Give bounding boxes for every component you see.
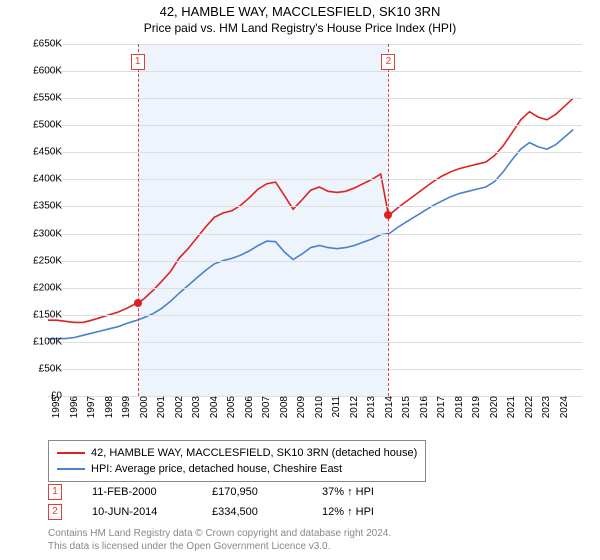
transaction-date: 10-JUN-2014: [92, 506, 182, 518]
gridline: [48, 125, 582, 126]
series-line-property: [48, 98, 573, 322]
x-axis-label: 2002: [174, 396, 185, 426]
y-axis-label: £300K: [33, 228, 62, 239]
x-axis-label: 2005: [226, 396, 237, 426]
footer-line-1: Contains HM Land Registry data © Crown c…: [48, 528, 391, 541]
gridline: [48, 369, 582, 370]
footer-attribution: Contains HM Land Registry data © Crown c…: [48, 528, 391, 553]
transaction-index-1: 1: [48, 484, 62, 500]
transaction-price: £170,950: [212, 486, 292, 498]
legend-swatch-hpi: [57, 468, 85, 470]
y-axis-label: £200K: [33, 282, 62, 293]
transaction-table: 1 11-FEB-2000 £170,950 37% ↑ HPI 2 10-JU…: [48, 482, 412, 522]
y-axis-label: £400K: [33, 174, 62, 185]
x-axis-label: 2000: [139, 396, 150, 426]
chart-legend: 42, HAMBLE WAY, MACCLESFIELD, SK10 3RN (…: [48, 440, 426, 482]
transaction-delta: 37% ↑ HPI: [322, 486, 412, 498]
y-axis-label: £50K: [39, 363, 62, 374]
legend-swatch-property: [57, 452, 85, 454]
x-axis-label: 2006: [244, 396, 255, 426]
y-axis-label: £150K: [33, 309, 62, 320]
chart-subtitle: Price paid vs. HM Land Registry's House …: [0, 21, 600, 35]
x-axis-label: 2024: [559, 396, 570, 426]
x-axis-label: 1997: [86, 396, 97, 426]
x-axis-label: 1996: [69, 396, 80, 426]
transaction-price: £334,500: [212, 506, 292, 518]
transaction-row: 1 11-FEB-2000 £170,950 37% ↑ HPI: [48, 482, 412, 502]
chart-lines: [48, 44, 582, 396]
footer-line-2: This data is licensed under the Open Gov…: [48, 541, 391, 554]
y-axis-label: £500K: [33, 120, 62, 131]
x-axis-label: 2011: [331, 396, 342, 426]
y-axis-label: £650K: [33, 39, 62, 50]
gridline: [48, 152, 582, 153]
x-axis-label: 2009: [296, 396, 307, 426]
x-axis-label: 2007: [261, 396, 272, 426]
transaction-delta: 12% ↑ HPI: [322, 506, 412, 518]
chart-plot-area: [48, 44, 582, 396]
gridline: [48, 288, 582, 289]
y-axis-label: £450K: [33, 147, 62, 158]
transaction-row: 2 10-JUN-2014 £334,500 12% ↑ HPI: [48, 502, 412, 522]
gridline: [48, 44, 582, 45]
x-axis-label: 2015: [401, 396, 412, 426]
chart-title: 42, HAMBLE WAY, MACCLESFIELD, SK10 3RN: [0, 4, 600, 19]
gridline: [48, 71, 582, 72]
x-axis-label: 2016: [419, 396, 430, 426]
x-axis-label: 2012: [349, 396, 360, 426]
x-axis-label: 2013: [366, 396, 377, 426]
x-axis-label: 2021: [506, 396, 517, 426]
x-axis-label: 2017: [436, 396, 447, 426]
y-axis-label: £350K: [33, 201, 62, 212]
transaction-date: 11-FEB-2000: [92, 486, 182, 498]
gridline: [48, 315, 582, 316]
transaction-line: [388, 44, 389, 396]
transaction-dot: [134, 299, 142, 307]
y-axis-label: £250K: [33, 255, 62, 266]
x-axis-label: 2003: [191, 396, 202, 426]
x-axis-label: 1998: [104, 396, 115, 426]
x-axis-label: 1999: [121, 396, 132, 426]
transaction-dot: [384, 211, 392, 219]
x-axis-label: 2023: [541, 396, 552, 426]
x-axis-label: 2004: [209, 396, 220, 426]
gridline: [48, 179, 582, 180]
x-axis-label: 2014: [384, 396, 395, 426]
y-axis-label: £100K: [33, 336, 62, 347]
gridline: [48, 342, 582, 343]
legend-label-property: 42, HAMBLE WAY, MACCLESFIELD, SK10 3RN (…: [91, 447, 417, 459]
x-axis-label: 2020: [489, 396, 500, 426]
x-axis-label: 2008: [279, 396, 290, 426]
legend-item-property: 42, HAMBLE WAY, MACCLESFIELD, SK10 3RN (…: [57, 445, 417, 461]
x-axis-label: 1995: [51, 396, 62, 426]
transaction-index-2: 2: [48, 504, 62, 520]
x-axis-label: 2019: [471, 396, 482, 426]
transaction-marker: 2: [381, 54, 395, 70]
gridline: [48, 261, 582, 262]
gridline: [48, 206, 582, 207]
legend-label-hpi: HPI: Average price, detached house, Ches…: [91, 463, 342, 475]
gridline: [48, 234, 582, 235]
y-axis-label: £600K: [33, 66, 62, 77]
gridline: [48, 98, 582, 99]
x-axis-label: 2018: [454, 396, 465, 426]
legend-item-hpi: HPI: Average price, detached house, Ches…: [57, 461, 417, 477]
x-axis-label: 2022: [524, 396, 535, 426]
transaction-marker: 1: [131, 54, 145, 70]
y-axis-label: £550K: [33, 93, 62, 104]
transaction-line: [138, 44, 139, 396]
x-axis-label: 2010: [314, 396, 325, 426]
x-axis-label: 2001: [156, 396, 167, 426]
